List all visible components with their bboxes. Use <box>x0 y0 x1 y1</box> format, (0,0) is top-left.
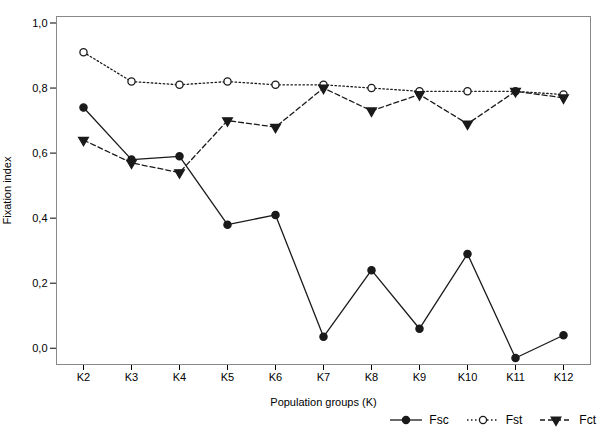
svg-text:K2: K2 <box>77 371 90 383</box>
svg-text:K4: K4 <box>173 371 186 383</box>
svg-text:K12: K12 <box>554 371 574 383</box>
svg-text:0,8: 0,8 <box>32 82 47 94</box>
svg-text:K5: K5 <box>221 371 234 383</box>
svg-text:0,0: 0,0 <box>32 342 47 354</box>
svg-text:K9: K9 <box>413 371 426 383</box>
svg-text:K6: K6 <box>269 371 282 383</box>
html-text:Fct: Fct <box>579 413 596 427</box>
svg-text:1,0: 1,0 <box>32 17 47 29</box>
html-text:Fsc: Fsc <box>429 413 449 427</box>
svg-text:0,2: 0,2 <box>32 277 47 289</box>
svg-text:K7: K7 <box>317 371 330 383</box>
html-text:Fst: Fst <box>505 413 523 427</box>
svg-text:K11: K11 <box>506 371 525 383</box>
svg-text:K8: K8 <box>365 371 378 383</box>
svg-text:K3: K3 <box>125 371 138 383</box>
svg-text:K10: K10 <box>458 371 478 383</box>
svg-text:Fixation index: Fixation index <box>1 156 13 224</box>
svg-text:0,6: 0,6 <box>32 147 47 159</box>
svg-text:0,4: 0,4 <box>32 212 47 224</box>
svg-text:Population groups (K): Population groups (K) <box>270 396 376 408</box>
